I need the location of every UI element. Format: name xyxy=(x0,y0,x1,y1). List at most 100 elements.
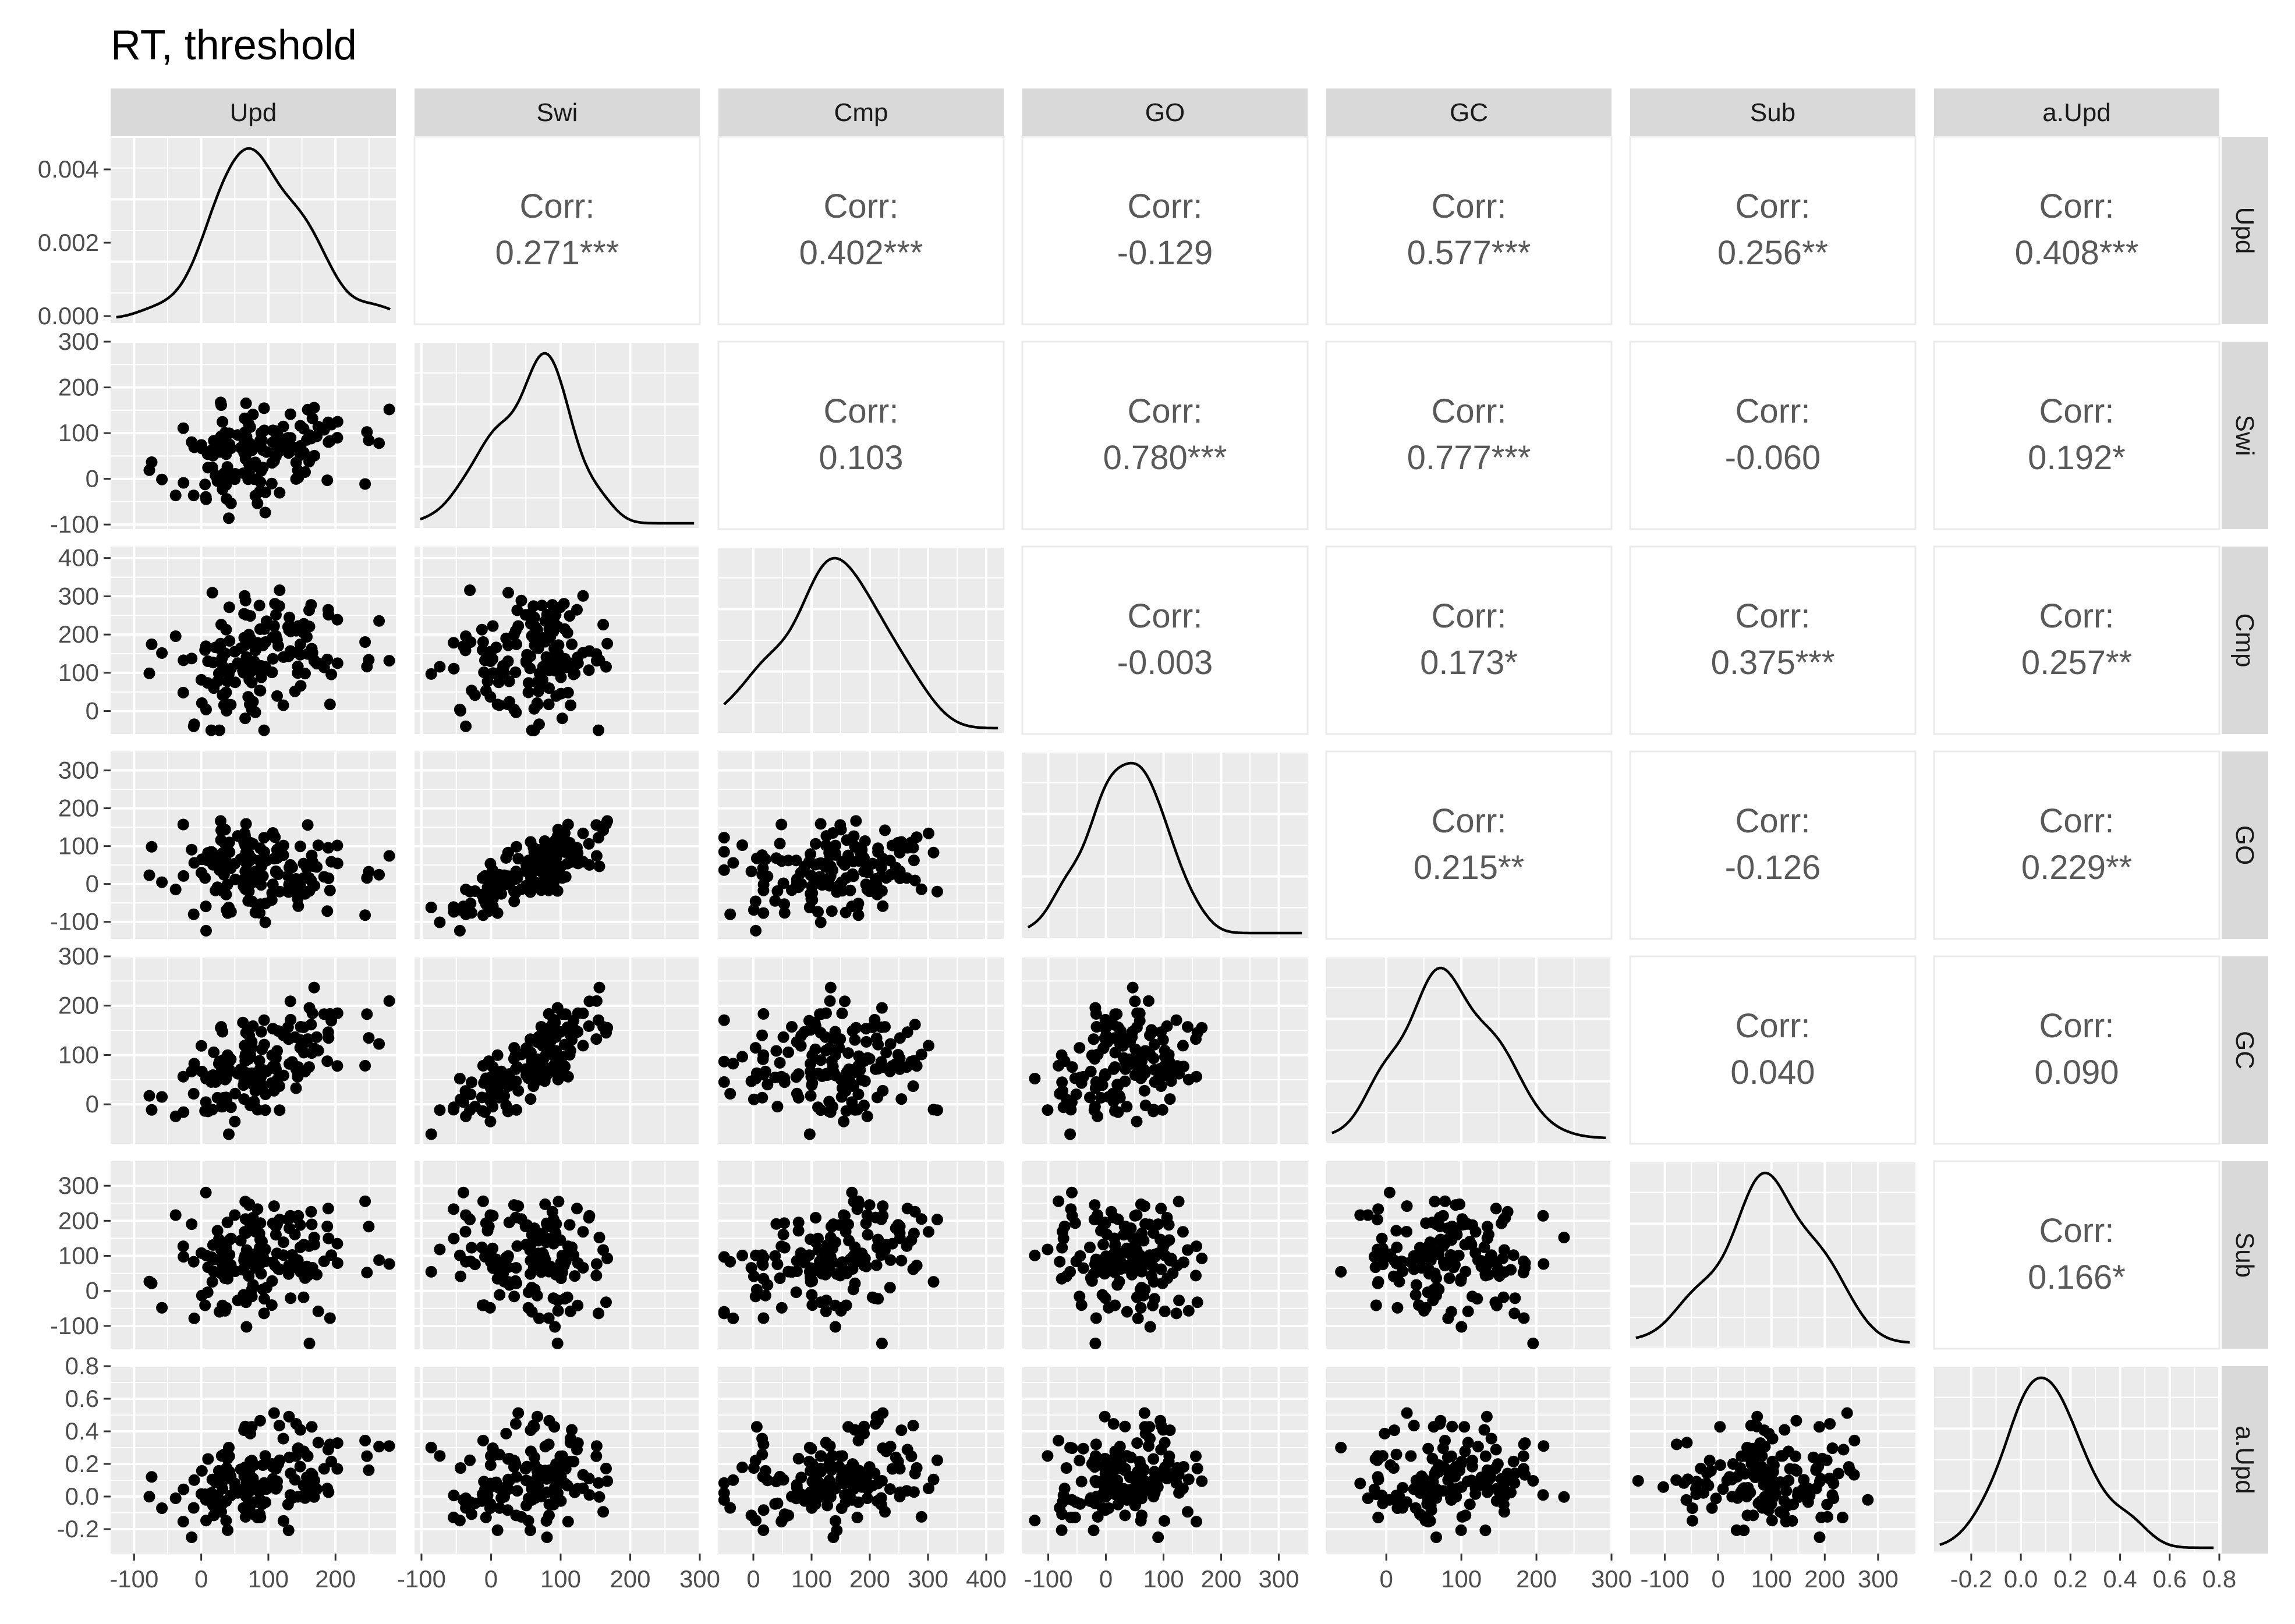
data-point xyxy=(494,1502,506,1514)
data-point xyxy=(757,1438,770,1451)
data-point xyxy=(1145,1486,1157,1498)
corr-label: Corr: xyxy=(1736,1007,1811,1045)
data-point xyxy=(285,1467,297,1480)
data-point xyxy=(1518,1463,1529,1475)
data-point xyxy=(508,1199,520,1211)
data-point xyxy=(199,478,211,491)
data-point xyxy=(600,1296,612,1309)
data-point xyxy=(196,1465,208,1477)
data-point xyxy=(318,871,330,883)
data-point xyxy=(282,1268,295,1280)
data-point xyxy=(1466,1219,1478,1231)
data-point xyxy=(465,898,477,910)
data-point xyxy=(814,818,827,830)
corr-panel-background xyxy=(1021,545,1309,735)
data-point xyxy=(1462,1305,1474,1317)
data-point xyxy=(895,1424,908,1437)
data-point xyxy=(884,868,897,881)
data-point xyxy=(877,1200,889,1212)
data-point xyxy=(1454,1465,1465,1477)
data-point xyxy=(207,449,219,462)
data-point xyxy=(1118,1483,1130,1495)
data-point xyxy=(1784,1463,1796,1475)
y-tick-label: 300 xyxy=(58,757,99,784)
data-point xyxy=(322,604,334,616)
data-point xyxy=(177,686,189,698)
data-point xyxy=(477,1434,489,1446)
data-point xyxy=(775,1302,788,1314)
data-point xyxy=(1497,1252,1509,1264)
data-point xyxy=(759,1065,771,1077)
data-point xyxy=(866,857,879,870)
corr-label: Corr: xyxy=(1432,392,1507,430)
density-line xyxy=(1027,761,1302,935)
density-line xyxy=(723,556,998,730)
data-point xyxy=(363,866,375,878)
corr-panel-background xyxy=(1933,545,2220,735)
data-point xyxy=(1143,995,1154,1007)
data-point xyxy=(1119,1420,1131,1432)
row-strip-label-swi: Swi xyxy=(2230,415,2259,456)
data-point xyxy=(601,1475,614,1487)
data-point xyxy=(544,866,556,878)
data-point xyxy=(271,1247,283,1260)
data-point xyxy=(908,1486,920,1498)
data-point xyxy=(543,1312,555,1324)
data-point xyxy=(509,1211,522,1224)
data-point xyxy=(861,1492,873,1504)
data-point xyxy=(493,1091,505,1104)
corr-label: Corr: xyxy=(520,187,595,225)
data-point xyxy=(1084,1091,1096,1104)
data-point xyxy=(242,1250,254,1262)
data-point xyxy=(555,1257,567,1269)
data-point xyxy=(876,1002,888,1014)
data-point xyxy=(1471,1477,1483,1490)
panel-go-a-upd: Corr: 0.229** xyxy=(1933,750,2220,940)
data-point xyxy=(218,1448,230,1460)
data-point xyxy=(1154,1063,1167,1075)
data-point xyxy=(577,856,589,868)
corr-panel-background xyxy=(1933,1160,2220,1350)
data-point xyxy=(1154,1233,1167,1246)
data-point xyxy=(169,884,182,896)
data-point xyxy=(225,497,237,509)
data-point xyxy=(448,906,460,918)
data-point xyxy=(843,1235,855,1247)
data-point xyxy=(805,1024,817,1036)
data-point xyxy=(1765,1498,1777,1510)
panel-upd-gc: Corr: 0.577*** xyxy=(1325,136,1613,325)
corr-value: 0.090 xyxy=(2034,1054,2119,1091)
data-point xyxy=(1810,1483,1822,1495)
data-point xyxy=(455,705,466,717)
data-point xyxy=(215,1475,226,1487)
data-point xyxy=(525,836,537,848)
data-point xyxy=(303,429,316,441)
data-point xyxy=(1455,1321,1468,1333)
panel-swi-gc: Corr: 0.777*** xyxy=(1325,341,1613,530)
x-tick-label: 100 xyxy=(1143,1565,1184,1593)
x-tick-label: 300 xyxy=(1858,1565,1899,1593)
data-point xyxy=(908,1228,920,1239)
data-point xyxy=(258,1307,270,1320)
data-point xyxy=(1790,1414,1802,1427)
corr-label: Corr: xyxy=(2039,597,2115,635)
data-point xyxy=(321,1055,334,1068)
data-point xyxy=(1780,1485,1793,1497)
data-point xyxy=(829,847,841,859)
data-point xyxy=(769,1498,781,1510)
data-point xyxy=(1762,1475,1774,1487)
data-point xyxy=(1196,1252,1208,1264)
data-point xyxy=(322,1444,334,1456)
data-point xyxy=(546,599,558,611)
data-point xyxy=(1751,1410,1763,1423)
data-point xyxy=(569,1024,581,1036)
data-point xyxy=(425,1441,437,1453)
data-point xyxy=(200,493,212,505)
data-point xyxy=(503,675,515,687)
corr-value: 0.166* xyxy=(2028,1258,2126,1296)
data-point xyxy=(1527,1338,1539,1349)
data-point xyxy=(876,1475,888,1487)
data-point xyxy=(931,885,943,898)
data-point xyxy=(448,637,460,649)
data-point xyxy=(1735,1486,1747,1498)
